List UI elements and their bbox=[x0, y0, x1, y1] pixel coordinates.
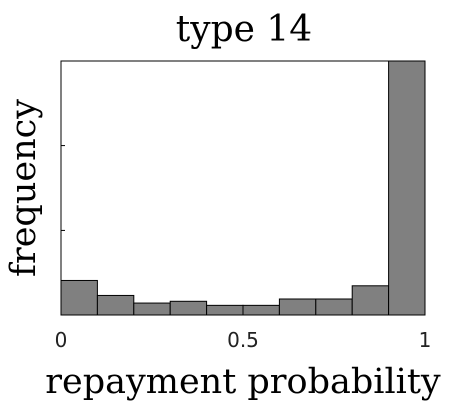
histogram-bar-1 bbox=[96, 294, 135, 316]
x-tick-label-0: 0 bbox=[55, 328, 68, 352]
plot-background bbox=[61, 61, 425, 315]
histogram-bar-9 bbox=[388, 60, 426, 316]
x-tick-label-2: 1 bbox=[419, 328, 432, 352]
histogram-bar-5 bbox=[242, 304, 280, 316]
plot-frame bbox=[60, 60, 426, 316]
histogram-bar-2 bbox=[133, 302, 171, 316]
x-tick-label-1: 0.5 bbox=[227, 328, 259, 352]
histogram-bar-0 bbox=[60, 279, 98, 316]
plot-area: 0 0.5 1 bbox=[55, 60, 432, 352]
histogram-bar-8 bbox=[351, 285, 390, 316]
histogram-bars bbox=[60, 60, 426, 316]
histogram-bar-6 bbox=[278, 298, 317, 316]
histogram-bar-3 bbox=[169, 300, 208, 316]
histogram-bar-4 bbox=[206, 304, 244, 316]
x-axis-label: repayment probability bbox=[45, 362, 441, 402]
x-axis-ticks: 0 0.5 1 bbox=[55, 328, 432, 352]
histogram-bar-7 bbox=[315, 298, 353, 316]
y-axis-label: frequency bbox=[4, 99, 44, 277]
chart-title: type 14 bbox=[176, 9, 312, 50]
y-axis-ticks bbox=[61, 145, 65, 231]
